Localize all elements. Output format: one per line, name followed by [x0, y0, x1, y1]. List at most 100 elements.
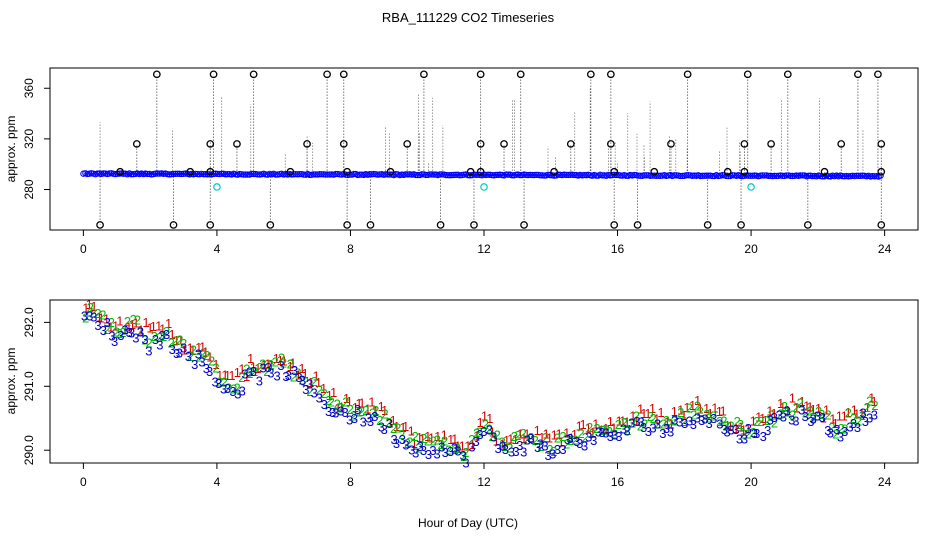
top-outlier-point	[874, 70, 882, 79]
top-flagged-point	[213, 183, 221, 191]
top-point	[532, 171, 540, 178]
top-point	[316, 171, 323, 178]
bottom-point-3: 3	[710, 411, 717, 426]
bottom-point-3: 3	[850, 416, 857, 431]
top-point	[593, 172, 600, 179]
bottom-point-3: 3	[121, 322, 128, 337]
bottom-point-3: 3	[564, 432, 571, 447]
bottom-point-3: 3	[810, 411, 817, 426]
top-outlier-point	[186, 167, 195, 176]
bottom-point-3: 3	[220, 381, 227, 396]
bottom-point-1: 1	[254, 361, 261, 376]
bottom-x-tick-label: 24	[878, 475, 892, 489]
bottom-point-3: 3	[638, 414, 645, 429]
bottom-point-2: 2	[473, 426, 480, 441]
bottom-point-1: 1	[169, 327, 176, 342]
bottom-point-2: 2	[462, 445, 469, 460]
bottom-point-1: 1	[228, 368, 235, 383]
bottom-point-3: 3	[241, 366, 248, 381]
bottom-point-2: 2	[325, 393, 332, 408]
bottom-point-3: 3	[128, 326, 135, 341]
bottom-point-2: 2	[320, 386, 327, 401]
top-point	[805, 172, 812, 179]
bottom-point-2: 2	[475, 424, 482, 439]
top-point	[296, 170, 303, 178]
bottom-point-3: 3	[792, 413, 799, 428]
bottom-point-3: 3	[807, 414, 814, 429]
top-outlier-point	[854, 70, 862, 79]
bottom-point-2: 2	[203, 348, 210, 363]
bottom-y-axis-label: approx. ppm	[4, 348, 18, 415]
bottom-point-1: 1	[287, 359, 294, 374]
bottom-point-2: 2	[606, 424, 613, 439]
bottom-point-2: 2	[251, 364, 258, 379]
bottom-point-2: 2	[87, 300, 94, 315]
bottom-point-3: 3	[534, 440, 541, 455]
bottom-point-1: 1	[703, 401, 710, 416]
top-point	[745, 172, 752, 179]
bottom-point-2: 2	[777, 406, 784, 421]
bottom-point-3: 3	[701, 411, 708, 426]
bottom-point-3: 3	[524, 433, 531, 448]
top-x-tick-label: 12	[477, 242, 491, 256]
bottom-point-3: 3	[434, 447, 441, 462]
bottom-point-1: 1	[206, 350, 213, 365]
top-outlier-point	[343, 221, 351, 229]
top-point	[637, 172, 644, 179]
bottom-point-3: 3	[291, 363, 298, 378]
bottom-point-3: 3	[295, 370, 302, 385]
bottom-point-2: 2	[542, 430, 549, 445]
bottom-point-3: 3	[819, 410, 826, 425]
top-point	[566, 171, 574, 178]
top-outlier-point	[233, 140, 241, 148]
bottom-point-2: 2	[824, 408, 831, 423]
bottom-point-3: 3	[476, 427, 483, 442]
bottom-point-1: 1	[260, 358, 267, 373]
bottom-point-3: 3	[649, 421, 656, 436]
top-point	[641, 172, 648, 179]
bottom-point-1: 1	[399, 420, 406, 435]
top-point	[350, 170, 357, 178]
bottom-point-1: 1	[243, 369, 250, 384]
bottom-point-1: 1	[129, 317, 136, 332]
bottom-point-2: 2	[722, 418, 729, 433]
top-point	[701, 172, 708, 179]
bottom-point-3: 3	[212, 375, 219, 390]
bottom-point-1: 1	[320, 381, 327, 396]
top-outlier-point	[386, 167, 395, 176]
bottom-point-2: 2	[514, 428, 521, 443]
bottom-point-1: 1	[680, 408, 687, 423]
bottom-point-3: 3	[576, 436, 583, 451]
bottom-point-3: 3	[351, 411, 358, 426]
top-point	[570, 171, 578, 179]
bottom-point-2: 2	[532, 433, 539, 448]
bottom-point-3: 3	[585, 430, 592, 445]
bottom-point-1: 1	[250, 360, 257, 375]
top-point	[562, 171, 570, 178]
bottom-point-1: 1	[716, 404, 723, 419]
bottom-point-1: 1	[343, 391, 350, 406]
bottom-x-tick-label: 20	[744, 475, 758, 489]
bottom-point-2: 2	[420, 431, 427, 446]
bottom-point-3: 3	[132, 330, 139, 345]
bottom-point-3: 3	[833, 422, 840, 437]
top-point	[322, 171, 329, 178]
bottom-point-1: 1	[598, 422, 605, 437]
bottom-point-3: 3	[100, 323, 107, 338]
top-point	[703, 172, 710, 179]
top-y-axis-label: approx. ppm	[4, 116, 18, 183]
bottom-point-3: 3	[549, 446, 556, 461]
top-outlier-point	[206, 221, 215, 229]
bottom-point-2: 2	[290, 370, 297, 385]
bottom-point-1: 1	[750, 413, 757, 428]
bottom-point-3: 3	[760, 429, 767, 444]
bottom-point-2: 2	[225, 381, 232, 396]
bottom-point-3: 3	[285, 368, 292, 383]
top-point	[450, 171, 458, 179]
bottom-point-3: 3	[723, 424, 730, 439]
top-point	[677, 172, 684, 180]
bottom-point-3: 3	[246, 364, 253, 379]
bottom-point-2: 2	[764, 413, 771, 428]
bottom-point-1: 1	[556, 427, 563, 442]
